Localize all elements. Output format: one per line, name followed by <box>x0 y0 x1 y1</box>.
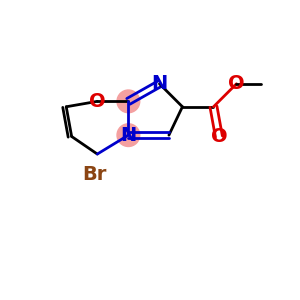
Text: O: O <box>228 74 245 93</box>
Text: Br: Br <box>82 165 107 184</box>
Circle shape <box>117 90 140 113</box>
Text: O: O <box>211 127 227 146</box>
Text: O: O <box>89 92 106 111</box>
Circle shape <box>117 124 140 146</box>
Text: N: N <box>120 126 136 145</box>
Text: N: N <box>151 74 168 93</box>
